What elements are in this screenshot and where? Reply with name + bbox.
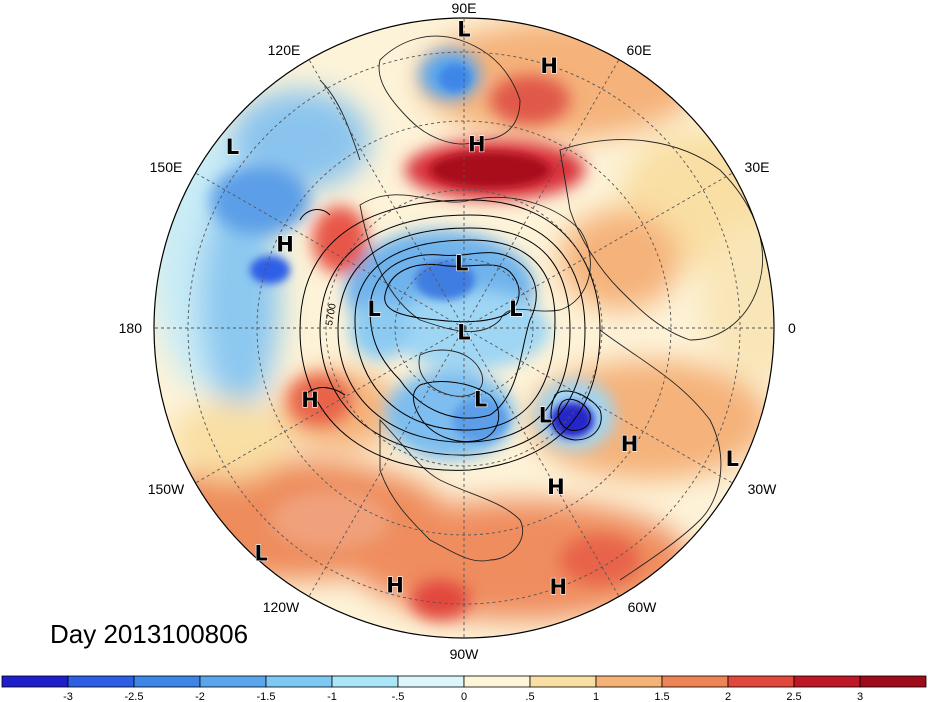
longitude-labels: 90E 60E 30E 0 30W 60W 90W 120W 150W 180 … — [119, 0, 796, 662]
colorbar: -3 -2.5 -2 -1.5 -1 -.5 0 .5 1 1.5 2 2.5 3 — [1, 675, 927, 702]
lon-label-90w: 90W — [450, 646, 480, 662]
anomaly-field — [154, 18, 774, 638]
colorbar-swatch — [463, 675, 531, 688]
meridian — [463, 327, 733, 484]
colorbar-label: 2.5 — [786, 691, 801, 702]
colorbar-swatch — [199, 675, 267, 688]
meridian — [463, 327, 620, 597]
high-pressure-marker: H — [547, 475, 565, 499]
colorbar-swatch — [859, 675, 927, 688]
low-pressure-marker: L — [726, 447, 739, 471]
high-pressure-marker: H — [468, 133, 486, 157]
coastlines — [319, 35, 764, 581]
low-pressure-marker: L — [457, 321, 470, 345]
high-pressure-marker: H — [621, 432, 639, 456]
colorbar-label: -3 — [63, 691, 73, 702]
map-border — [153, 17, 775, 639]
high-pressure-marker: H — [301, 388, 319, 412]
colorbar-swatch — [529, 675, 597, 688]
low-pressure-marker: L — [455, 252, 468, 276]
height-contours — [299, 199, 602, 471]
lon-label-120e: 120E — [268, 42, 301, 58]
graticule — [154, 18, 774, 638]
colorbar-label: 0 — [461, 691, 467, 702]
colorbar-swatch — [595, 675, 663, 688]
lon-label-30w: 30W — [748, 481, 778, 497]
colorbar-label: .5 — [525, 691, 534, 702]
lon-label-60w: 60W — [628, 599, 658, 615]
colorbar-label: -.5 — [392, 691, 405, 702]
lon-label-150e: 150E — [150, 159, 183, 175]
low-pressure-marker: L — [457, 17, 470, 41]
colorbar-swatch — [1, 675, 69, 688]
low-pressure-marker: L — [509, 297, 522, 321]
high-pressure-marker: H — [549, 575, 567, 599]
meridian — [463, 59, 620, 329]
lon-label-0: 0 — [788, 320, 796, 336]
lon-label-60e: 60E — [627, 42, 652, 58]
colorbar-swatch — [661, 675, 729, 688]
colorbar-label: -2 — [195, 691, 205, 702]
contour-label: 5700 — [324, 302, 339, 326]
colorbar-label: 1.5 — [654, 691, 669, 702]
high-pressure-marker: H — [276, 233, 294, 257]
lon-label-90e: 90E — [452, 0, 477, 16]
meridian — [308, 59, 465, 329]
colorbar-label: -1.5 — [257, 691, 276, 702]
colorbar-label: -2.5 — [125, 691, 144, 702]
lon-label-150w: 150W — [148, 481, 185, 497]
colorbar-swatch — [397, 675, 465, 688]
low-pressure-marker: L — [474, 388, 487, 412]
colorbar-swatch — [133, 675, 201, 688]
meridian — [195, 327, 465, 484]
meridian — [463, 172, 733, 329]
high-pressure-marker: H — [540, 54, 558, 78]
meridian — [308, 327, 465, 597]
colorbar-swatch — [67, 675, 135, 688]
colorbar-label: 2 — [725, 691, 731, 702]
colorbar-label: 3 — [857, 691, 863, 702]
low-pressure-marker: L — [539, 403, 552, 427]
colorbar-label: -1 — [327, 691, 337, 702]
colorbar-swatch — [793, 675, 861, 688]
low-pressure-marker: L — [367, 297, 380, 321]
low-pressure-marker: L — [254, 541, 267, 565]
meridian — [195, 172, 465, 329]
lon-label-30e: 30E — [745, 159, 770, 175]
lon-label-120w: 120W — [263, 599, 300, 615]
colorbar-swatch — [727, 675, 795, 688]
lon-label-180: 180 — [119, 320, 143, 336]
colorbar-swatch — [331, 675, 399, 688]
high-pressure-marker: H — [386, 573, 404, 597]
low-pressure-marker: L — [226, 135, 239, 159]
colorbar-swatch — [265, 675, 333, 688]
colorbar-label: 1 — [593, 691, 599, 702]
date-title: Day 2013100806 — [50, 619, 249, 649]
pressure-centers: L H H L H L L L L H L L H L H H H L — [225, 17, 740, 600]
